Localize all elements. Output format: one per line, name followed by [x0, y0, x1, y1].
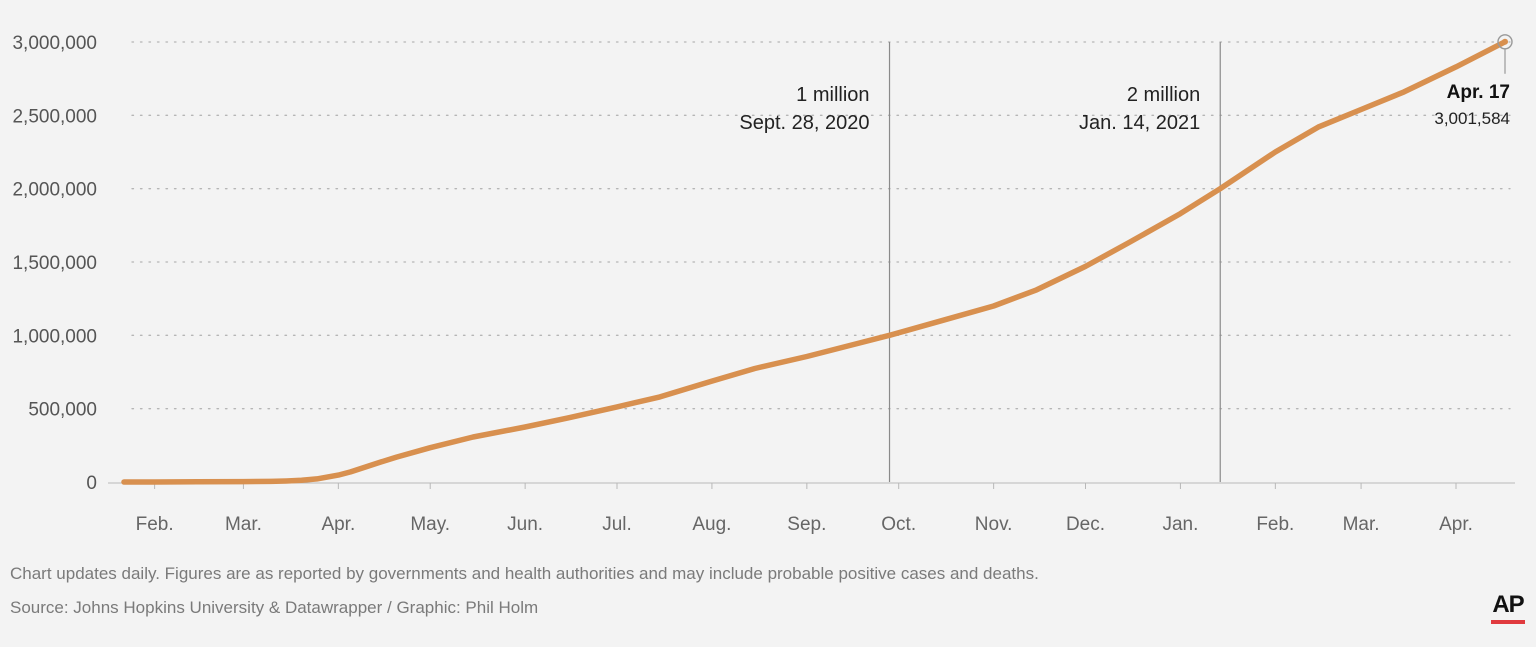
source-credit: Source: Johns Hopkins University & Dataw… — [10, 598, 539, 617]
x-tick-label: Oct. — [881, 514, 916, 535]
annotation-date: Jan. 14, 2021 — [1079, 112, 1200, 134]
x-tick-label: Jan. — [1162, 514, 1198, 535]
x-tick-label: Mar. — [225, 514, 262, 535]
chart-note: Chart updates daily. Figures are as repo… — [10, 564, 1039, 583]
annotation-date: Sept. 28, 2020 — [739, 112, 869, 134]
x-tick-label: Dec. — [1066, 514, 1105, 535]
end-point — [1502, 38, 1508, 45]
series-line-global-deaths — [121, 39, 1508, 485]
y-axis-labels: 0 500,000 1,000,000 1,500,000 2,000,000 2,500… — [12, 33, 97, 494]
end-point-marker — [1497, 34, 1513, 50]
y-tick-label: 1,000,000 — [12, 326, 97, 347]
annotations: 1 million Sept. 28, 2020 2 million Jan. 14,… — [739, 42, 1221, 482]
x-tick-label: Mar. — [1343, 514, 1380, 535]
ap-logo-text: AP — [1492, 591, 1524, 618]
x-axis: Feb. Mar. Apr. May. Jun. Jul. Aug. Sep. Oct. Nov.… — [108, 482, 1515, 535]
y-tick-label: 3,000,000 — [12, 33, 97, 54]
ap-logo: AP — [1491, 592, 1525, 624]
annotation-label: 1 million — [796, 84, 869, 106]
series-layer — [121, 39, 1508, 485]
x-tick-label: Sep. — [787, 514, 826, 535]
y-tick-label: 1,500,000 — [12, 253, 97, 274]
end-value-label: 3,001,584 — [1434, 109, 1510, 128]
x-tick-label: May. — [410, 514, 450, 535]
x-tick-label: Feb. — [136, 514, 174, 535]
annotation-label: 2 million — [1127, 84, 1200, 106]
chart: 0 500,000 1,000,000 1,500,000 2,000,000 2,500… — [12, 33, 1515, 535]
y-gridlines — [131, 41, 1511, 410]
y-tick-label: 500,000 — [28, 400, 97, 421]
x-tick-label: Feb. — [1256, 514, 1294, 535]
x-tick-label: Jul. — [602, 514, 632, 535]
ap-logo-bar — [1491, 620, 1525, 624]
x-tick-label: Apr. — [321, 514, 355, 535]
end-date-label: Apr. 17 — [1447, 82, 1510, 103]
end-label: Apr. 17 3,001,584 — [1434, 34, 1513, 128]
x-tick-label: Jun. — [507, 514, 543, 535]
y-tick-label: 2,500,000 — [12, 106, 97, 127]
y-tick-label: 0 — [86, 473, 97, 494]
y-tick-label: 2,000,000 — [12, 180, 97, 201]
x-tick-label: Apr. — [1439, 514, 1473, 535]
x-tick-label: Aug. — [692, 514, 731, 535]
x-tick-label: Nov. — [975, 514, 1013, 535]
